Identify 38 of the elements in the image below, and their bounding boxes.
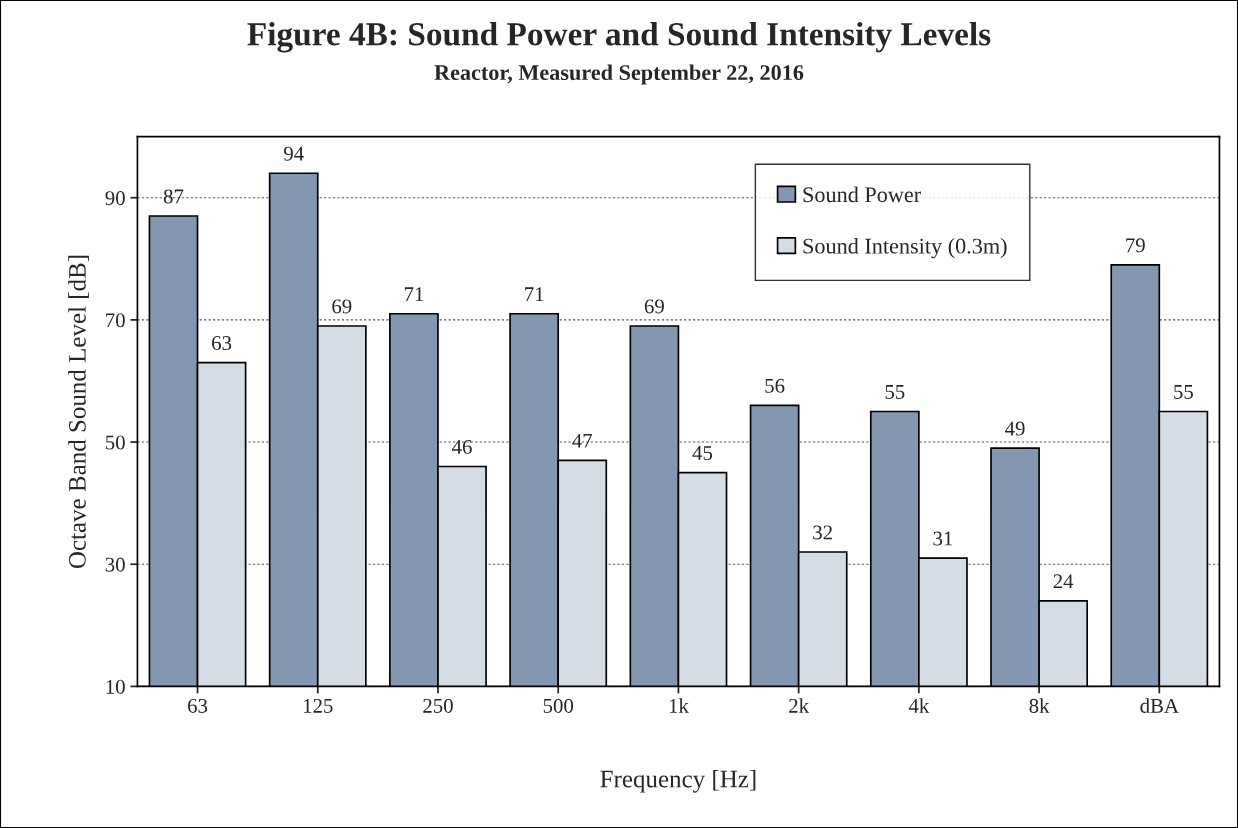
y-tick-label: 90: [105, 191, 125, 206]
x-tick-label: 1k: [669, 698, 689, 713]
data-label: 79: [1126, 238, 1145, 253]
data-label: 55: [885, 385, 905, 399]
x-tick-label: 250: [423, 698, 453, 713]
x-tick-label: 8k: [1029, 698, 1050, 713]
y-tick-label: 30: [105, 557, 125, 572]
legend-label: Sound Power: [803, 186, 921, 203]
data-label: 55: [1174, 385, 1193, 399]
data-label: 47: [572, 433, 593, 448]
data-label: 32: [813, 525, 832, 540]
x-tick-label: 4k: [908, 698, 930, 713]
data-label: 45: [692, 446, 713, 461]
data-label: 56: [765, 378, 785, 393]
data-label: 87: [163, 189, 184, 204]
x-axis-title: Frequency [Hz]: [600, 769, 756, 793]
chart-title: Figure 4B: Sound Power and Sound Intensity Levels: [247, 22, 991, 53]
y-tick-label: 50: [105, 435, 125, 450]
chart-subtitle: Reactor, Measured September 22, 2016: [434, 64, 804, 85]
x-tick-label: 2k: [789, 698, 810, 713]
y-axis-title: Octave Band Sound Level [dB]: [68, 255, 89, 569]
y-tick-label: 10: [106, 679, 125, 694]
data-label: 31: [933, 531, 953, 546]
y-tick-label: 70: [106, 313, 125, 328]
data-label: 63: [212, 336, 232, 351]
x-tick-label: 125: [303, 698, 333, 713]
x-tick-label: 500: [543, 698, 574, 713]
data-label: 69: [332, 299, 352, 314]
x-tick-label: 63: [188, 698, 208, 713]
x-tick-label: dBA: [1140, 698, 1179, 713]
data-label: 49: [1005, 421, 1025, 436]
data-label: 46: [452, 439, 472, 454]
data-label: 71: [404, 287, 424, 302]
data-label: 69: [644, 299, 664, 314]
data-label: 71: [525, 287, 544, 302]
data-label: 24: [1053, 574, 1074, 589]
legend-label: Sound Intensity (0.3m): [803, 237, 1007, 259]
data-label: 94: [283, 146, 304, 161]
